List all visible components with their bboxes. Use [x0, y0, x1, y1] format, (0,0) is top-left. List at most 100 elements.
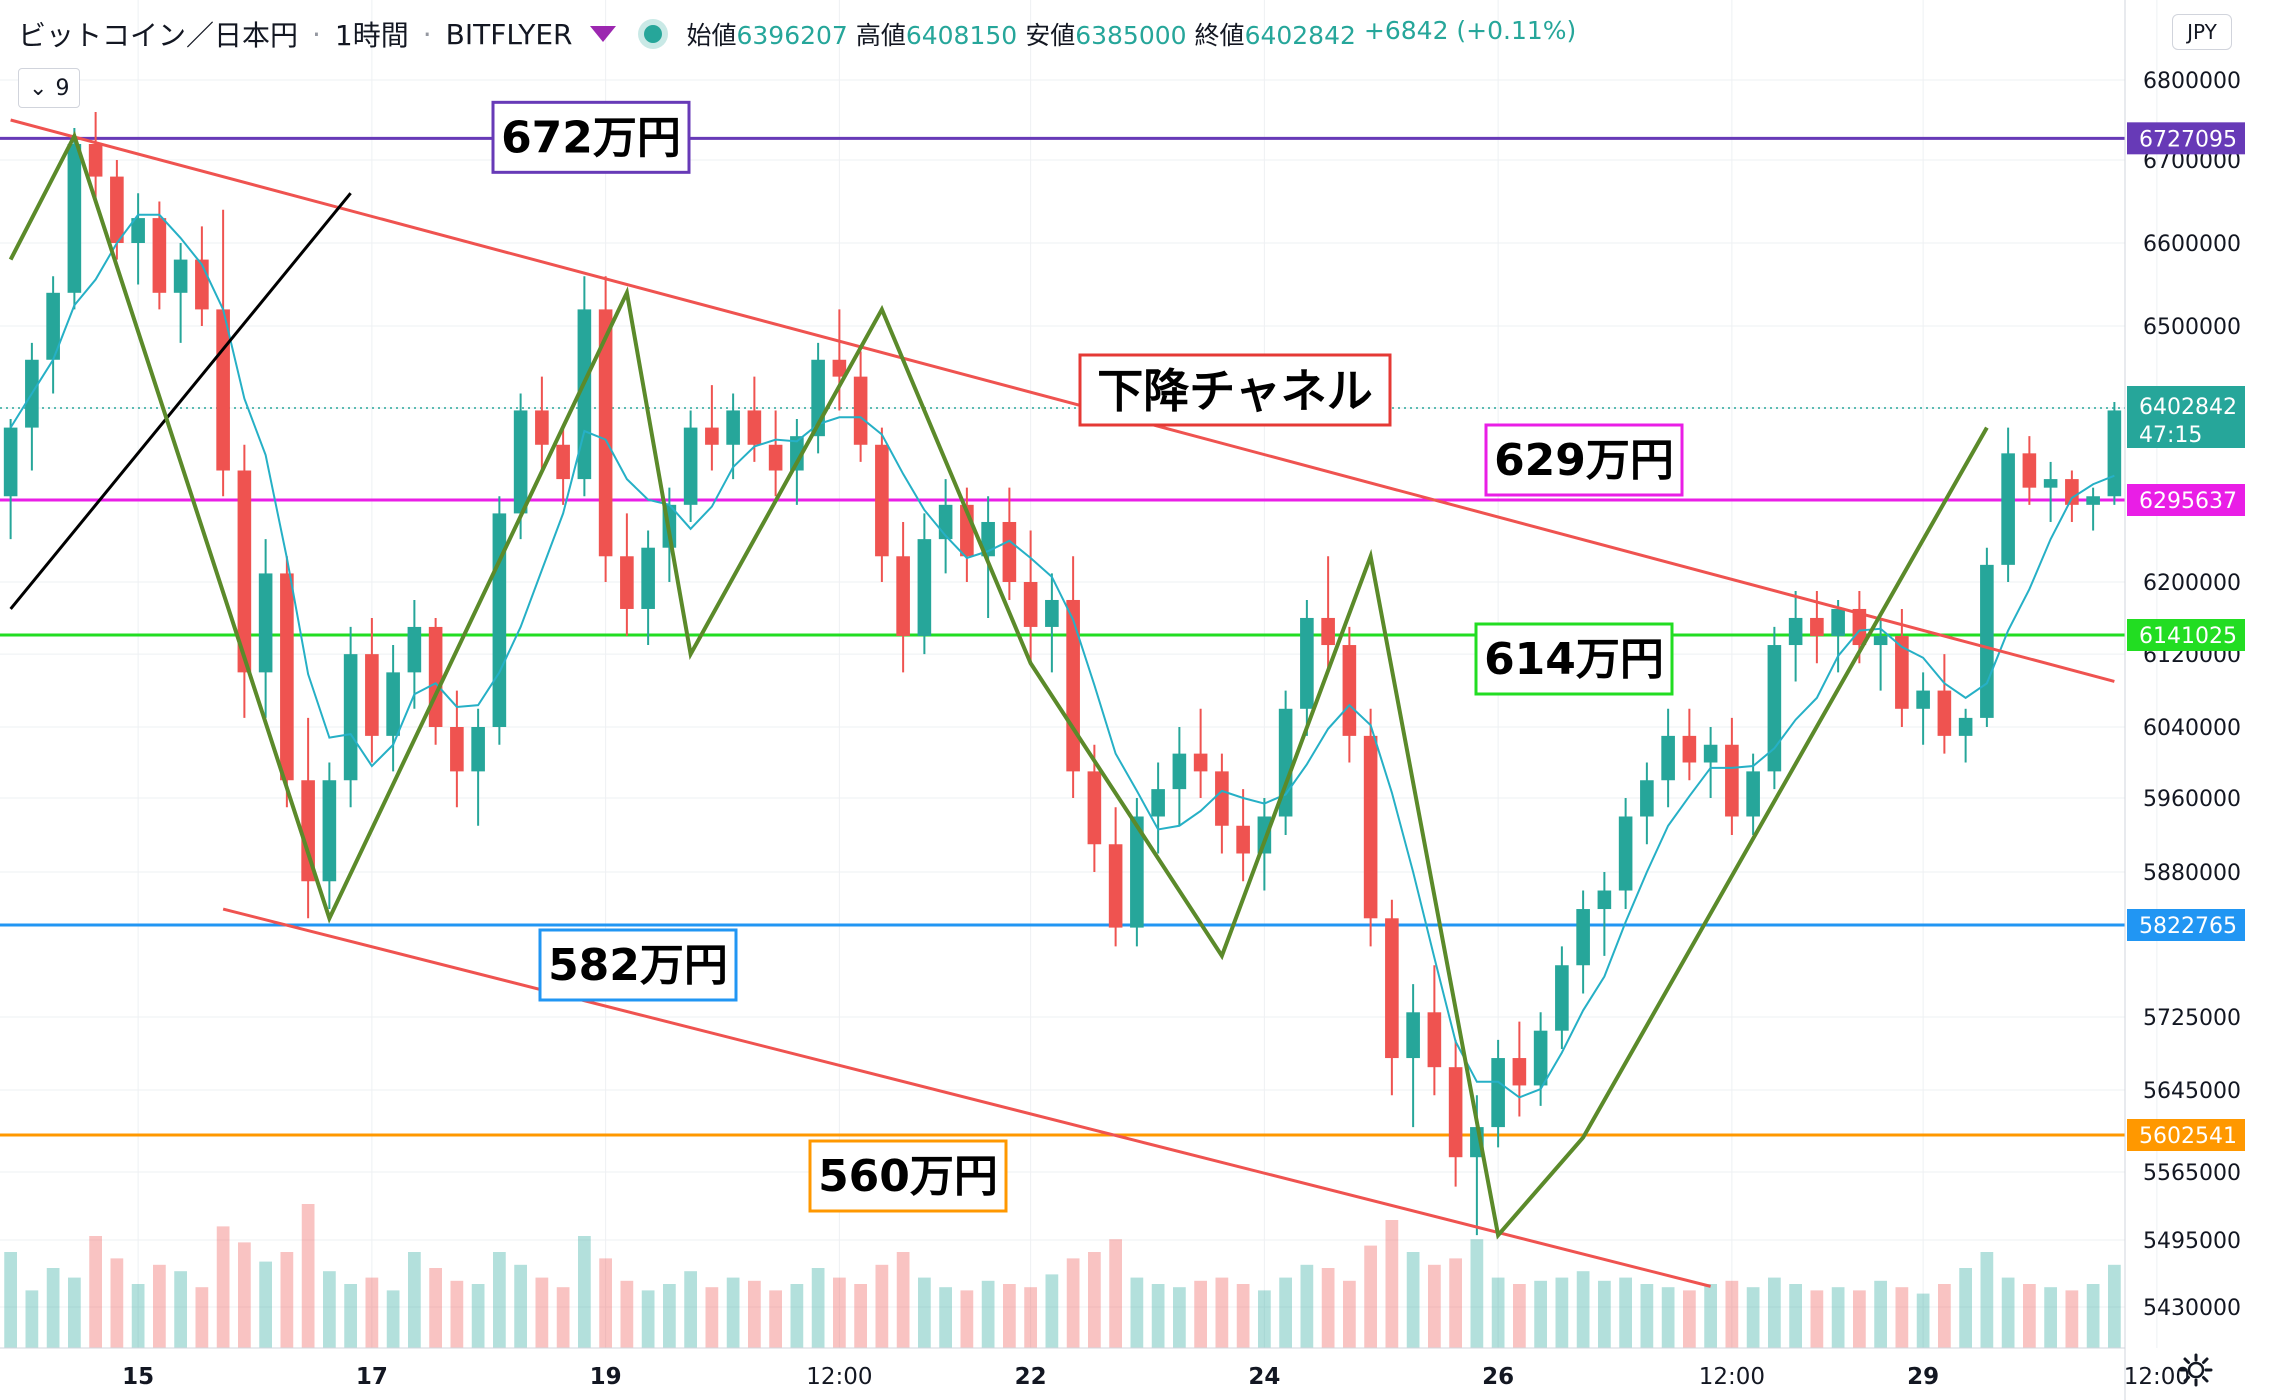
- candle-body: [1193, 753, 1208, 772]
- price-tick-label: 5725000: [2143, 1006, 2241, 1031]
- candle-body: [641, 547, 655, 609]
- trendline-black[interactable]: [9, 192, 352, 610]
- exchange-label: BITFLYER: [445, 17, 573, 51]
- volume-bar: [514, 1264, 527, 1348]
- candle-body: [917, 539, 932, 636]
- candle-body: [365, 654, 379, 736]
- volume-bar: [1406, 1252, 1420, 1348]
- candle-body: [1767, 645, 1782, 772]
- settings-gear-icon[interactable]: [2178, 1352, 2214, 1388]
- level-label-box[interactable]: 560万円: [808, 1139, 1008, 1213]
- volume-bar: [280, 1252, 294, 1348]
- price-tick-label: 6200000: [2143, 571, 2241, 596]
- candle-body: [896, 556, 910, 636]
- candle-body: [67, 144, 82, 293]
- candle-body: [301, 780, 315, 882]
- volume-bar: [1449, 1258, 1462, 1348]
- volume-bar: [1045, 1274, 1059, 1348]
- volume-bar: [1130, 1277, 1144, 1348]
- candle-body: [1958, 717, 1973, 736]
- flag-icon[interactable]: [590, 26, 617, 42]
- candle-body: [1980, 564, 1994, 718]
- channel-upper-line[interactable]: [10, 118, 2115, 683]
- volume-bar: [1640, 1284, 1654, 1348]
- candle-body: [577, 309, 592, 480]
- level-label-box[interactable]: 629万円: [1484, 423, 1684, 497]
- candle-body: [1682, 735, 1697, 763]
- volume-bar: [1109, 1239, 1122, 1348]
- volume-bar: [1725, 1280, 1739, 1348]
- candle-body: [513, 410, 528, 514]
- level-label-border: [1474, 622, 1674, 696]
- candle-body: [428, 626, 443, 727]
- volume-bar: [769, 1290, 782, 1348]
- level-label-border: [808, 1139, 1008, 1213]
- candle-body: [2022, 453, 2037, 488]
- candle-body: [471, 727, 485, 772]
- time-tick-label: 17: [356, 1364, 388, 1390]
- annotation-box[interactable]: [1078, 353, 1392, 427]
- candle-body: [258, 573, 273, 673]
- volume-bar: [344, 1284, 357, 1348]
- price-level-tag: [2127, 484, 2245, 516]
- symbol-name[interactable]: ビットコイン／日本円: [18, 19, 299, 52]
- candle-body: [1023, 582, 1038, 627]
- time-tick-label: 19: [590, 1364, 622, 1390]
- zigzag-line[interactable]: [8, 130, 1989, 1240]
- price-level-tag-text: 5602541: [2139, 1124, 2237, 1149]
- close-label: 終値: [1194, 21, 1245, 50]
- volume-bar: [68, 1277, 81, 1348]
- candle-body: [1576, 909, 1590, 966]
- low-label: 安値: [1025, 21, 1076, 50]
- volume-bar: [1853, 1290, 1866, 1348]
- channel-lower-line[interactable]: [222, 907, 1711, 1288]
- volume-bar: [1194, 1280, 1207, 1348]
- candle-body: [1363, 735, 1378, 919]
- volume-bar: [578, 1236, 591, 1348]
- candle-body: [1002, 521, 1017, 582]
- level-label-box[interactable]: 672万円: [491, 100, 691, 174]
- time-tick-label: 22: [1015, 1364, 1047, 1390]
- volume-bar: [1088, 1252, 1101, 1348]
- indicators-toggle-button[interactable]: ⌄ 9: [18, 68, 81, 108]
- volume-bar: [1810, 1290, 1824, 1348]
- candle-body: [1300, 617, 1314, 709]
- volume-bar: [790, 1284, 804, 1348]
- interval-label[interactable]: 1時間: [334, 19, 409, 52]
- volume-bar: [365, 1277, 379, 1348]
- volume-bar: [1003, 1284, 1016, 1348]
- candle-body: [1831, 608, 1845, 636]
- candle-body: [1342, 645, 1357, 736]
- volume-bar: [1258, 1290, 1271, 1348]
- volume-bar: [450, 1280, 464, 1348]
- candle-body: [343, 654, 358, 781]
- candle-body: [1406, 1012, 1420, 1059]
- volume-bar: [620, 1280, 634, 1348]
- volume-bar: [1343, 1280, 1356, 1348]
- volume-bar: [2086, 1284, 2100, 1348]
- volume-bar: [535, 1277, 549, 1348]
- candle-body: [1788, 617, 1803, 646]
- candle-body: [726, 410, 740, 445]
- level-label-box[interactable]: 582万円: [538, 928, 738, 1002]
- volume-bar: [1513, 1284, 1526, 1348]
- ohlc-values: 始値6396207 高値6408150 安値6385000 終値6402842 …: [686, 16, 1576, 52]
- currency-button[interactable]: JPY: [2172, 14, 2232, 50]
- volume-bar: [1491, 1277, 1505, 1348]
- volume-bar: [408, 1252, 421, 1348]
- volume-bar: [1768, 1277, 1781, 1348]
- volume-bar: [599, 1258, 612, 1348]
- candle-body: [747, 410, 762, 445]
- level-label-text: 614万円: [1484, 634, 1664, 685]
- candle-body: [620, 556, 634, 609]
- volume-bar: [641, 1290, 655, 1348]
- price-tick-label: 6600000: [2143, 232, 2241, 257]
- level-label-box[interactable]: 614万円: [1474, 622, 1674, 696]
- volume-bar: [1470, 1239, 1484, 1348]
- candle-body: [46, 292, 60, 360]
- candle-body: [683, 427, 698, 505]
- volume-bar: [1364, 1245, 1377, 1348]
- change-value: +6842 (+0.11%): [1363, 16, 1577, 45]
- candle-body: [1640, 780, 1654, 817]
